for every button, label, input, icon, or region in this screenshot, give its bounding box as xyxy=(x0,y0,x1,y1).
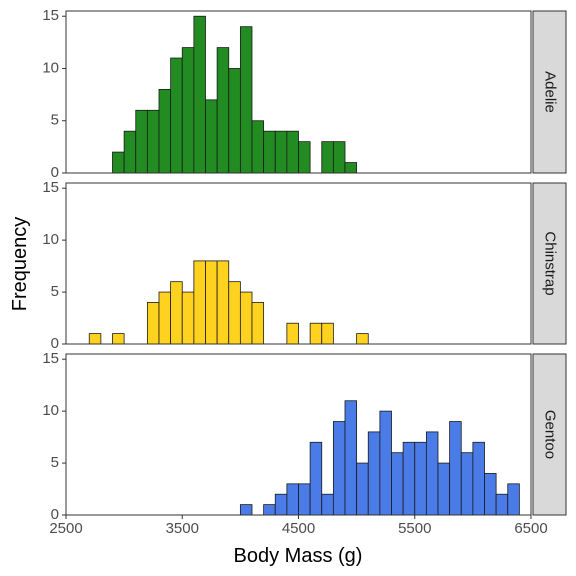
facet-label-chinstrap: Chinstrap xyxy=(542,231,559,295)
histogram-bar xyxy=(112,151,125,174)
y-tick-label: 15 xyxy=(42,7,59,24)
facet-strip xyxy=(532,353,567,516)
histogram-bar xyxy=(391,452,404,516)
histogram-bar xyxy=(135,109,148,174)
y-tick-label: 0 xyxy=(51,506,59,523)
y-tick-label: 15 xyxy=(42,350,59,367)
histogram-bar xyxy=(286,130,299,174)
histogram-bar xyxy=(263,504,276,516)
histogram-bar xyxy=(309,441,323,516)
histogram-bar xyxy=(239,291,253,345)
y-tick-label: 5 xyxy=(51,454,59,471)
histogram-bar xyxy=(181,47,195,174)
x-tick-label: 5500 xyxy=(398,520,431,537)
x-tick-label: 4500 xyxy=(282,520,315,537)
x-tick-label: 6500 xyxy=(514,520,547,537)
histogram-bar xyxy=(298,483,311,516)
facet-panel-adelie: Adelie 0 5 10 15 xyxy=(42,7,567,181)
facet-label-gentoo: Gentoo xyxy=(542,410,559,459)
y-tick-label: 10 xyxy=(42,59,59,76)
y-tick-label: 0 xyxy=(51,335,59,352)
histogram-bar xyxy=(321,322,334,345)
histogram-bar xyxy=(449,421,462,516)
y-tick-label: 0 xyxy=(51,164,59,181)
facet-strip xyxy=(532,182,567,345)
histogram-bar xyxy=(216,260,230,345)
histogram-bar xyxy=(239,504,253,516)
histogram-bar xyxy=(193,260,206,345)
histogram-bar xyxy=(274,130,288,174)
histogram-bar xyxy=(146,302,160,345)
histogram-bar xyxy=(239,26,253,174)
histogram-bar xyxy=(193,15,206,174)
facet-strip xyxy=(532,10,567,174)
histogram-bar xyxy=(170,57,183,174)
histogram-bar xyxy=(205,260,218,345)
histogram-bar xyxy=(344,400,358,516)
x-tick-label: 3500 xyxy=(166,520,199,537)
histogram-bar xyxy=(181,291,195,345)
histogram-bar xyxy=(460,452,474,516)
histogram-bar xyxy=(309,322,323,345)
histogram-bar xyxy=(123,130,137,174)
histogram-bar xyxy=(170,281,183,345)
histogram-bar xyxy=(298,141,311,174)
y-tick-label: 10 xyxy=(42,402,59,419)
facet-panel-gentoo: Gentoo 0 5 10 15 2500 3500 4500 5500 6500 xyxy=(42,350,567,537)
histogram-bar xyxy=(158,88,172,174)
histogram-bar xyxy=(495,493,509,516)
y-axis-title: Frequency xyxy=(9,217,31,312)
histogram-bar xyxy=(379,410,392,516)
histogram-bar xyxy=(216,47,230,174)
histogram-bar xyxy=(507,483,520,516)
histogram-bar xyxy=(274,493,288,516)
y-tick-label: 5 xyxy=(51,112,59,129)
histogram-bar xyxy=(205,99,218,174)
histogram-bar xyxy=(332,421,346,516)
facet-label-adelie: Adelie xyxy=(542,71,559,113)
histogram-bar xyxy=(146,109,160,174)
y-tick-label: 15 xyxy=(42,179,59,196)
panel-border xyxy=(65,182,532,345)
histogram-bar xyxy=(286,322,299,345)
histogram-bar xyxy=(112,333,125,345)
facet-panels: Adelie 0 5 10 15 Chinstrap 0 5 10 15 Gentoo 0 5 10 15 2… xyxy=(42,7,567,537)
histogram-bar xyxy=(332,141,346,174)
facet-panel-chinstrap: Chinstrap 0 5 10 15 xyxy=(42,179,567,352)
histogram-bar xyxy=(228,68,241,174)
histogram-bar xyxy=(402,441,416,516)
histogram-bar xyxy=(321,141,334,174)
histogram-bar xyxy=(356,333,369,345)
y-tick-label: 5 xyxy=(51,283,59,300)
x-tick-label: 2500 xyxy=(49,520,82,537)
histogram-bar xyxy=(251,120,265,174)
histogram-bar xyxy=(263,130,276,174)
x-axis-title: Body Mass (g) xyxy=(234,545,363,567)
histogram-bar xyxy=(414,441,427,516)
histogram-bar xyxy=(321,493,334,516)
histogram-bar xyxy=(228,281,241,345)
histogram-bar xyxy=(425,431,439,516)
histogram-bar xyxy=(344,162,358,174)
histogram-bar xyxy=(437,462,451,516)
histogram-bar xyxy=(158,291,172,345)
y-tick-label: 10 xyxy=(42,231,59,248)
histogram-bar xyxy=(356,462,369,516)
histogram-bar xyxy=(251,302,265,345)
histogram-bar xyxy=(286,483,299,516)
histogram-bar xyxy=(484,473,497,516)
panel-border xyxy=(65,10,532,174)
histogram-bar xyxy=(367,431,381,516)
histogram-bar xyxy=(472,441,485,516)
histogram-bar xyxy=(88,333,102,345)
